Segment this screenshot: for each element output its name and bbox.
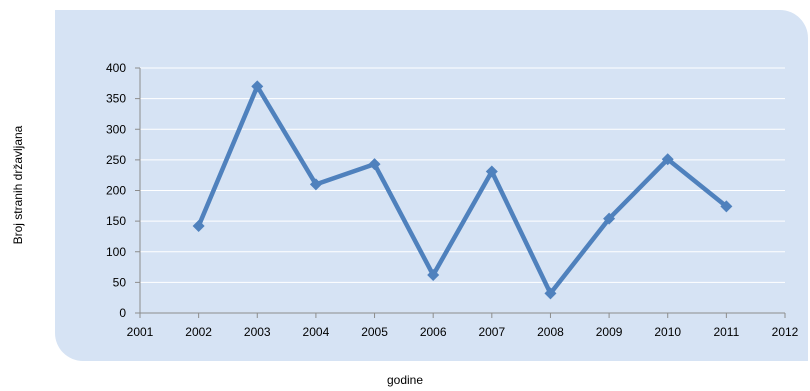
series-line-0 <box>196 84 729 296</box>
y-axis-title: Broj stranih državljana <box>11 125 25 245</box>
y-tick-label: 150 <box>106 214 126 228</box>
data-point-marker <box>368 158 381 171</box>
x-tick-label: 2004 <box>303 325 330 339</box>
y-tick-label: 300 <box>106 122 126 136</box>
y-tick-label: 400 <box>106 61 126 75</box>
data-point-marker <box>192 220 205 233</box>
x-tick-label: 2012 <box>772 325 799 339</box>
data-point-marker <box>427 269 440 282</box>
x-tick-label: 2001 <box>127 325 154 339</box>
x-tick-label: 2011 <box>713 325 739 339</box>
x-axis-title: godine <box>386 373 424 387</box>
data-point-marker <box>309 178 322 191</box>
data-point-marker <box>720 200 733 213</box>
x-tick-label: 2002 <box>185 325 212 339</box>
y-tick-label: 350 <box>106 92 126 106</box>
y-tick-label: 200 <box>106 184 126 198</box>
x-tick-label: 2007 <box>478 325 505 339</box>
y-tick-label: 100 <box>106 245 126 259</box>
x-tick-label: 2003 <box>244 325 271 339</box>
data-point-marker <box>661 153 674 166</box>
series <box>192 80 733 300</box>
y-tick-label: 250 <box>106 153 126 167</box>
data-point-marker <box>544 287 557 300</box>
tick-labels: 0 50 100 150 200 250 300 350 400 2001 2002 2003 2004… <box>106 61 799 339</box>
y-tick-label: 0 <box>119 306 126 320</box>
x-tick-label: 2005 <box>361 325 388 339</box>
x-tick-label: 2008 <box>537 325 564 339</box>
x-tick-label: 2010 <box>654 325 681 339</box>
data-point-marker <box>485 165 498 178</box>
axes <box>135 67 786 318</box>
data-point-marker <box>251 80 264 93</box>
x-tick-label: 2006 <box>420 325 447 339</box>
data-point-marker <box>603 212 616 225</box>
y-tick-label: 50 <box>113 275 127 289</box>
x-tick-label: 2009 <box>596 325 623 339</box>
